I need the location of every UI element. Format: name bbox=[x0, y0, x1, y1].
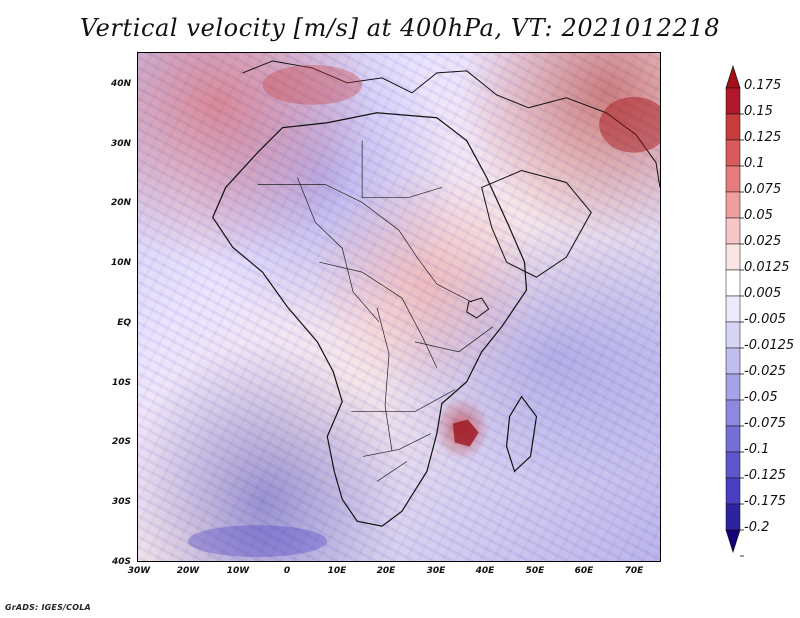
longitude-label-60e: 60E bbox=[574, 566, 594, 576]
colorbar-swatch bbox=[725, 87, 741, 115]
colorbar-label-0-005: 0.005 bbox=[744, 286, 782, 301]
colorbar-label-neg-0-075: -0.075 bbox=[744, 416, 786, 431]
colorbar-label-neg-0-025: -0.025 bbox=[744, 364, 786, 379]
colorbar-swatches bbox=[725, 64, 741, 554]
colorbar-swatch bbox=[725, 347, 741, 375]
colorbar-swatch bbox=[725, 295, 741, 323]
latitude-label-40n: 40N bbox=[110, 79, 131, 89]
latitude-label-40s: 40S bbox=[111, 557, 131, 567]
latitude-label-10s: 10S bbox=[111, 378, 131, 388]
latitude-label-30s: 30S bbox=[111, 497, 131, 507]
colorbar-label-neg-0-2: -0.2 bbox=[744, 520, 770, 535]
europe-coastline bbox=[242, 60, 529, 109]
latitude-label-30n: 30N bbox=[110, 139, 131, 149]
colorbar-label-0-025: 0.025 bbox=[744, 234, 782, 249]
latitude-label-10n: 10N bbox=[110, 258, 131, 268]
colorbar-swatch bbox=[725, 243, 741, 271]
latitude-label-20n: 20N bbox=[110, 198, 131, 208]
map-overlay bbox=[187, 60, 660, 558]
colorbar-swatch bbox=[725, 399, 741, 427]
longitude-label-20w: 20W bbox=[176, 566, 200, 576]
colorbar-swatch bbox=[725, 191, 741, 219]
longitude-label-10e: 10E bbox=[327, 566, 347, 576]
colorbar-graphic bbox=[725, 64, 744, 557]
colorbar-label-0-125: 0.125 bbox=[744, 130, 782, 145]
himalaya-red-zone bbox=[599, 96, 660, 153]
asia-coastline bbox=[528, 97, 660, 188]
colorbar-label-0-0125: 0.0125 bbox=[744, 260, 790, 275]
southern-ocean-blue-zone bbox=[187, 525, 328, 558]
colorbar-label-0-075: 0.075 bbox=[744, 182, 782, 197]
colorbar-bottom-arrow bbox=[725, 529, 741, 554]
colorbar-label-neg-0-0125: -0.0125 bbox=[744, 338, 795, 353]
colorbar: 0.175 0.15 0.125 0.1 0.075 0.05 0.025 0.… bbox=[720, 62, 800, 562]
arabian-peninsula-outline bbox=[481, 170, 592, 278]
grads-credit: GrADS: IGES/COLA bbox=[5, 603, 91, 612]
colorbar-swatch bbox=[725, 269, 741, 297]
longitude-label-10w: 10W bbox=[226, 566, 250, 576]
colorbar-swatch bbox=[725, 217, 741, 245]
velocity-streak-texture bbox=[138, 53, 660, 561]
lake-victoria bbox=[466, 297, 490, 319]
colorbar-label-neg-0-125: -0.125 bbox=[744, 468, 786, 483]
colorbar-label-neg-0-05: -0.05 bbox=[744, 390, 778, 405]
longitude-label-0: 0 bbox=[283, 566, 291, 576]
longitude-label-70e: 70E bbox=[624, 566, 644, 576]
colorbar-label-neg-0-175: -0.175 bbox=[744, 494, 786, 509]
colorbar-label-neg-0-1: -0.1 bbox=[744, 442, 770, 457]
colorbar-ticks bbox=[740, 113, 744, 557]
mozambique-red-core bbox=[452, 419, 479, 447]
longitude-label-30e: 30E bbox=[426, 566, 446, 576]
madagascar-outline bbox=[505, 395, 538, 473]
map-title: Vertical velocity [m/s] at 400hPa, VT: 2… bbox=[79, 14, 721, 42]
longitude-label-20e: 20E bbox=[376, 566, 396, 576]
colorbar-swatch bbox=[725, 425, 741, 453]
colorbar-top-arrow bbox=[725, 64, 741, 89]
colorbar-label-0-175: 0.175 bbox=[744, 78, 782, 93]
colorbar-swatch bbox=[725, 165, 741, 193]
longitude-label-50e: 50E bbox=[525, 566, 545, 576]
africa-coastline bbox=[212, 112, 528, 527]
colorbar-swatch bbox=[725, 451, 741, 479]
longitude-label-30w: 30W bbox=[127, 566, 151, 576]
mediterranean-red-zone bbox=[262, 64, 363, 105]
colorbar-label-0-1: 0.1 bbox=[744, 156, 765, 171]
vertical-velocity-field bbox=[138, 53, 660, 561]
longitude-label-40e: 40E bbox=[475, 566, 495, 576]
colorbar-label-neg-0-005: -0.005 bbox=[744, 312, 786, 327]
colorbar-label-0-05: 0.05 bbox=[744, 208, 773, 223]
colorbar-swatch bbox=[725, 477, 741, 505]
colorbar-swatch bbox=[725, 139, 741, 167]
colorbar-label-0-15: 0.15 bbox=[744, 104, 773, 119]
colorbar-swatch bbox=[725, 321, 741, 349]
africa-vertical-velocity-map bbox=[137, 52, 661, 562]
colorbar-swatch bbox=[725, 113, 741, 141]
latitude-label-20s: 20S bbox=[111, 437, 131, 447]
colorbar-swatch bbox=[725, 503, 741, 531]
country-borders bbox=[257, 140, 493, 482]
colorbar-swatch bbox=[725, 373, 741, 401]
latitude-label-equator: EQ bbox=[117, 318, 131, 328]
